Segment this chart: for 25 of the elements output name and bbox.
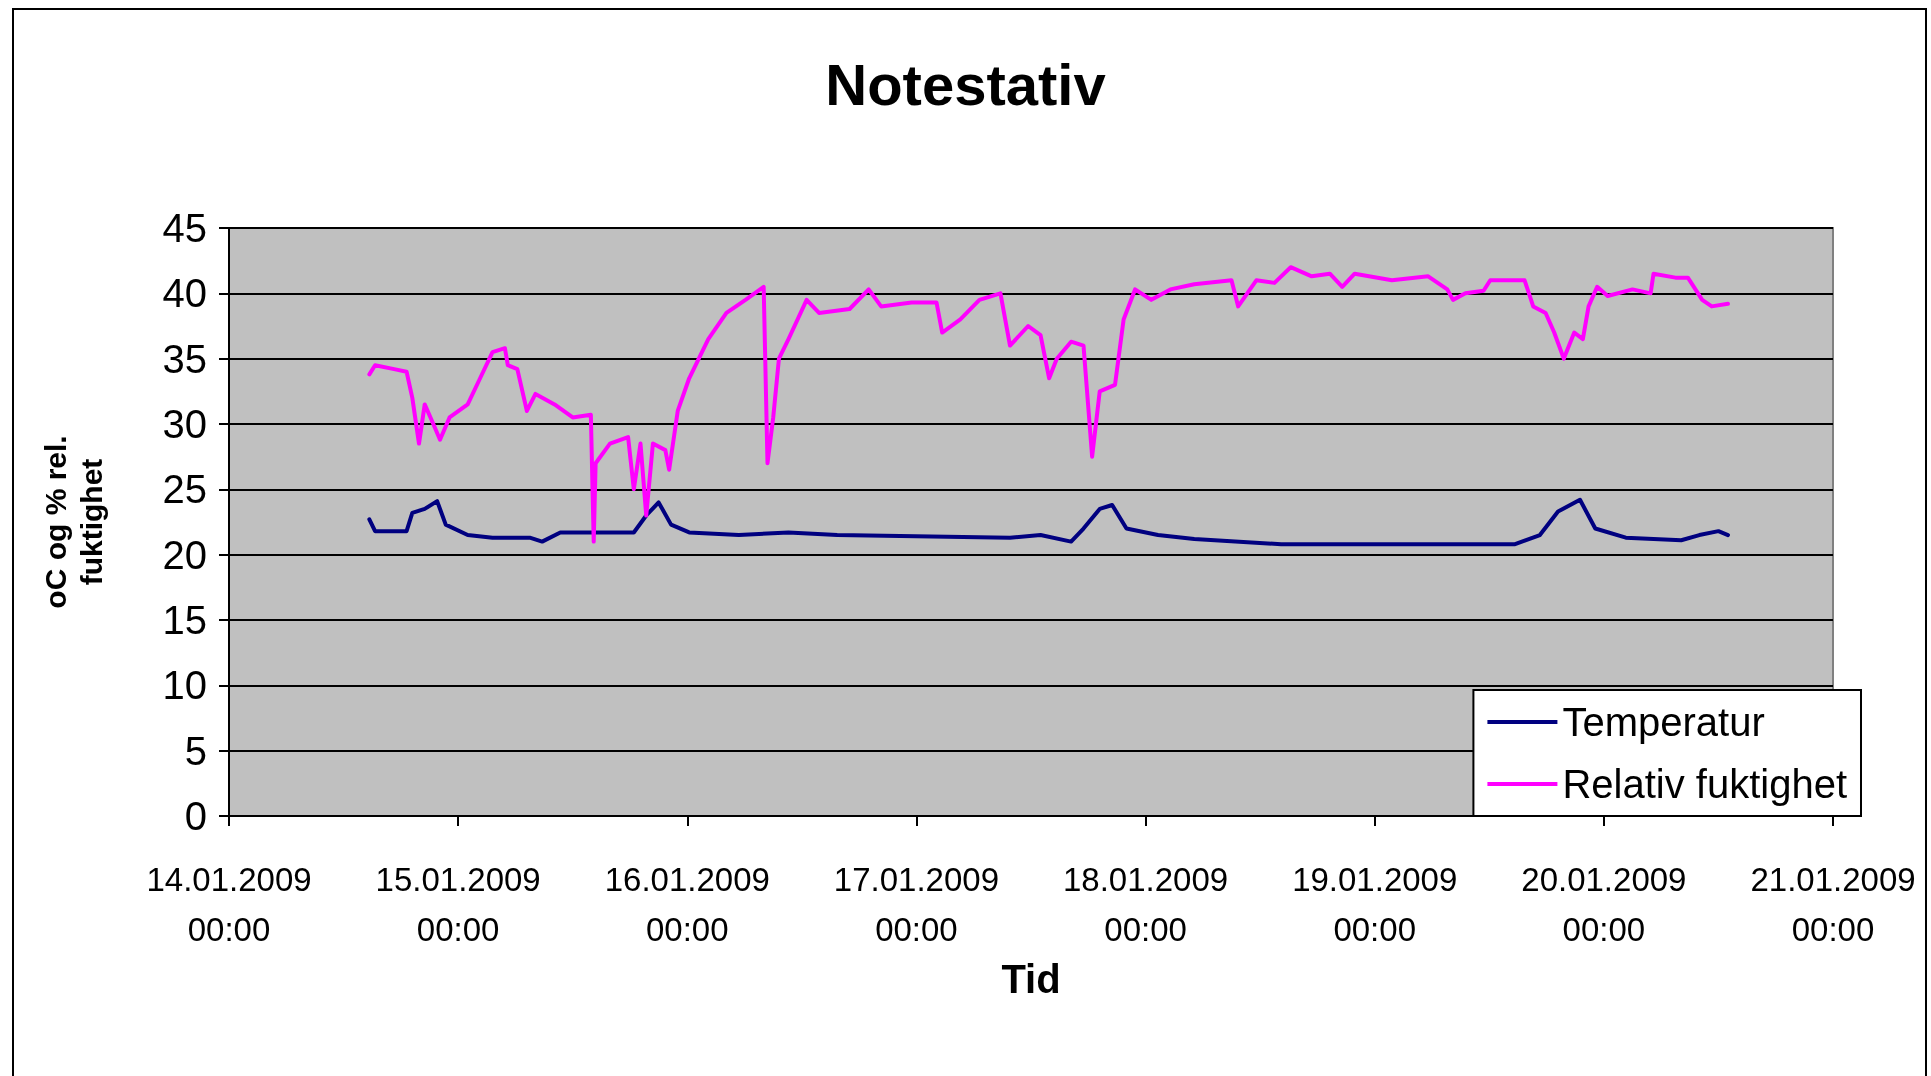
line-series [367, 497, 1730, 547]
x-tick-label: 19.01.2009 00:00 [1292, 860, 1458, 948]
line-series [367, 265, 1730, 544]
y-tick-label: 15 [162, 598, 207, 642]
y-tick-label: 10 [162, 663, 207, 708]
y-axis-title: oC og % rel. fuktighet [38, 435, 108, 609]
chart-title: Notestativ [825, 51, 1106, 117]
y-tick-label: 25 [162, 467, 207, 512]
x-tick-label: 17.01.2009 00:00 [833, 860, 1000, 948]
x-axis-title: Tid [1001, 956, 1061, 1001]
x-tick-label: 14.01.2009 00:00 [146, 860, 312, 948]
y-tick-label: 20 [162, 532, 207, 577]
y-tick-label: 0 [184, 794, 207, 838]
x-tick-label: 16.01.2009 00:00 [604, 860, 770, 948]
y-tick-label: 30 [162, 402, 207, 446]
x-tick-label: 20.01.2009 00:00 [1521, 860, 1687, 948]
y-tick-label: 5 [184, 728, 207, 773]
y-tick-label: 35 [162, 336, 207, 381]
x-tick-label: 15.01.2009 00:00 [375, 860, 541, 948]
x-tick-label: 21.01.2009 00:00 [1750, 860, 1916, 948]
legend-label: Relativ fuktighet [1562, 762, 1847, 806]
x-tick-label: 18.01.2009 00:00 [1062, 860, 1229, 948]
y-tick-label: 45 [162, 206, 207, 250]
y-tick-label: 40 [162, 271, 207, 316]
legend-label: Temperatur [1562, 700, 1765, 744]
